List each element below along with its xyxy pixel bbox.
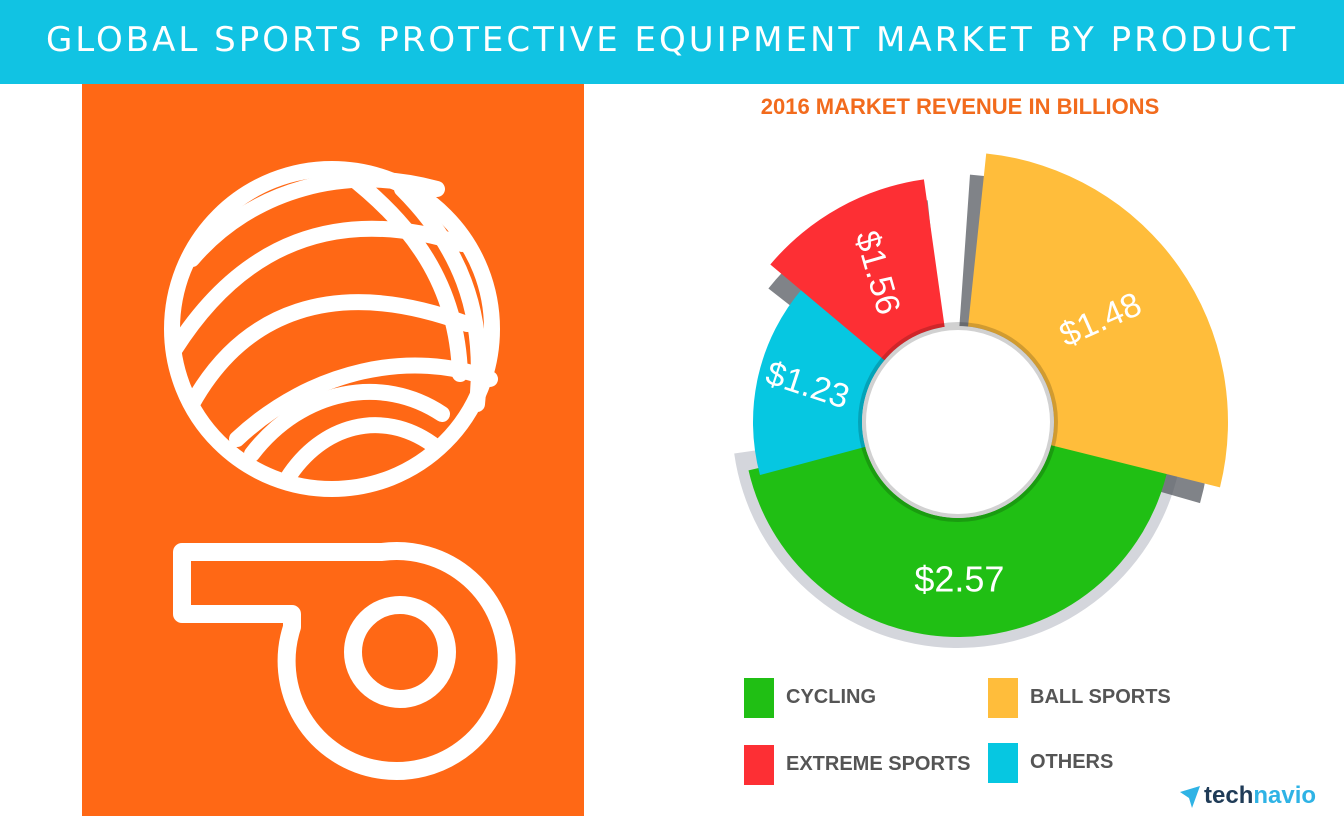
header-bar [0, 0, 1344, 84]
legend-swatch [988, 678, 1018, 718]
slice-extreme-sports [770, 179, 945, 361]
legend-swatch [988, 743, 1018, 783]
volleyball-icon [164, 161, 500, 497]
logo-mark-icon [1180, 786, 1200, 808]
legend-swatch [744, 678, 774, 718]
legend-label: CYCLING [786, 686, 876, 708]
logo-text: technavio [1204, 782, 1316, 810]
legend-label: EXTREME SPORTS [786, 753, 971, 775]
chart-title: 2016 MARKET REVENUE IN BILLIONS [760, 94, 1160, 119]
slice-cycling [748, 441, 1169, 637]
legend-label: BALL SPORTS [1030, 686, 1171, 708]
donut-chart: $2.57$1.23$1.56$1.48 [734, 153, 1228, 648]
logo-text-part1: tech [1204, 782, 1254, 809]
slice-ball-sports [968, 153, 1228, 488]
illustration-svg [164, 161, 516, 781]
donut-hole [858, 322, 1058, 522]
legend-swatch [744, 745, 774, 785]
data-label-cycling: $2.57 [914, 559, 1004, 600]
legend-label: OTHERS [1030, 751, 1114, 773]
page-title: GLOBAL SPORTS PROTECTIVE EQUIPMENT MARKE… [45, 20, 1299, 60]
logo-text-part2: navio [1253, 782, 1317, 809]
illustration-panel [82, 84, 584, 816]
slice-others [753, 287, 886, 476]
whistle-icon [173, 542, 516, 781]
